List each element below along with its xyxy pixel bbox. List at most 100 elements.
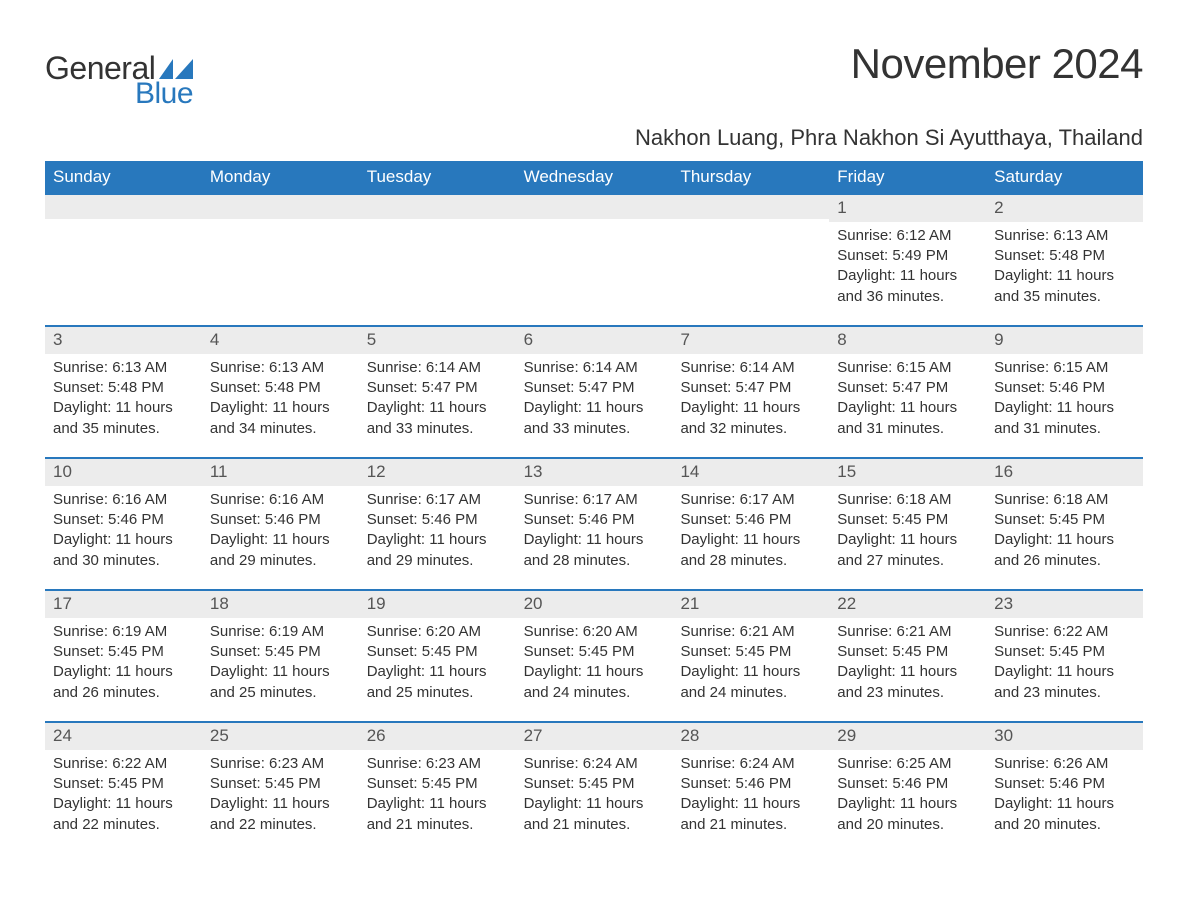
day-number: 1 [829,195,986,222]
header: General Blue November 2024 [45,40,1143,111]
sunset-line: Sunset: 5:47 PM [367,378,510,398]
day-info: Sunrise: 6:18 AMSunset: 5:45 PMDaylight:… [835,490,980,571]
sunrise-line: Sunrise: 6:21 AM [680,622,823,642]
brand-sail-icon [159,59,193,79]
sunset-line: Sunset: 5:46 PM [210,510,353,530]
sunset-line: Sunset: 5:46 PM [837,774,980,794]
day-number: 14 [672,459,829,486]
day-number: 16 [986,459,1143,486]
day-cell: 14Sunrise: 6:17 AMSunset: 5:46 PMDayligh… [672,459,829,589]
day-number [359,195,516,219]
calendar: Sunday Monday Tuesday Wednesday Thursday… [45,161,1143,853]
day-info: Sunrise: 6:25 AMSunset: 5:46 PMDaylight:… [835,754,980,835]
brand-logo: General Blue [45,40,193,111]
day-number: 10 [45,459,202,486]
sunrise-line: Sunrise: 6:25 AM [837,754,980,774]
day-cell: 27Sunrise: 6:24 AMSunset: 5:45 PMDayligh… [516,723,673,853]
brand-text-blue: Blue [135,77,193,111]
day-cell: 9 Sunrise: 6:15 AMSunset: 5:46 PMDaylight… [986,327,1143,457]
day-info: Sunrise: 6:24 AMSunset: 5:45 PMDaylight:… [522,754,667,835]
sunset-line: Sunset: 5:45 PM [210,642,353,662]
daylight-line: Daylight: 11 hours and 20 minutes. [994,794,1137,835]
day-cell: 21Sunrise: 6:21 AMSunset: 5:45 PMDayligh… [672,591,829,721]
day-cell: 2Sunrise: 6:13 AMSunset: 5:48 PMDaylight… [986,195,1143,325]
day-cell: 4Sunrise: 6:13 AMSunset: 5:48 PMDaylight… [202,327,359,457]
day-cell: 8Sunrise: 6:15 AMSunset: 5:47 PMDaylight… [829,327,986,457]
daylight-line: Daylight: 11 hours and 20 minutes. [837,794,980,835]
day-cell: 3Sunrise: 6:13 AMSunset: 5:48 PMDaylight… [45,327,202,457]
day-number: 26 [359,723,516,750]
sunrise-line: Sunrise: 6:26 AM [994,754,1137,774]
sunrise-line: Sunrise: 6:19 AM [53,622,196,642]
day-cell [516,195,673,325]
day-cell [202,195,359,325]
sunrise-line: Sunrise: 6:20 AM [524,622,667,642]
day-info: Sunrise: 6:26 AMSunset: 5:46 PMDaylight:… [992,754,1137,835]
daylight-line: Daylight: 11 hours and 29 minutes. [367,530,510,571]
daylight-line: Daylight: 11 hours and 21 minutes. [367,794,510,835]
daylight-line: Daylight: 11 hours and 28 minutes. [680,530,823,571]
sunset-line: Sunset: 5:46 PM [367,510,510,530]
day-number: 23 [986,591,1143,618]
daylight-line: Daylight: 11 hours and 35 minutes. [994,266,1137,307]
day-cell: 22 Sunrise: 6:21 AMSunset: 5:45 PMDayligh… [829,591,986,721]
daylight-line: Daylight: 11 hours and 30 minutes. [53,530,196,571]
page-title: November 2024 [851,40,1143,88]
sunrise-line: Sunrise: 6:13 AM [210,358,353,378]
sunset-line: Sunset: 5:45 PM [367,642,510,662]
daylight-line: Daylight: 11 hours and 25 minutes. [210,662,353,703]
day-info: Sunrise: 6:23 AMSunset: 5:45 PMDaylight:… [365,754,510,835]
sunrise-line: Sunrise: 6:13 AM [994,226,1137,246]
day-info: Sunrise: 6:18 AMSunset: 5:45 PMDaylight:… [992,490,1137,571]
sunrise-line: Sunrise: 6:13 AM [53,358,196,378]
sunset-line: Sunset: 5:45 PM [837,642,980,662]
dow-monday: Monday [202,161,359,193]
day-info: Sunrise: 6:15 AMSunset: 5:46 PMDaylight:… [992,358,1137,439]
daylight-line: Daylight: 11 hours and 36 minutes. [837,266,980,307]
day-info: Sunrise: 6:17 AMSunset: 5:46 PMDaylight:… [365,490,510,571]
sunset-line: Sunset: 5:45 PM [53,774,196,794]
day-number: 18 [202,591,359,618]
day-info: Sunrise: 6:22 AMSunset: 5:45 PMDaylight:… [51,754,196,835]
day-cell [359,195,516,325]
daylight-line: Daylight: 11 hours and 26 minutes. [994,530,1137,571]
sunset-line: Sunset: 5:47 PM [680,378,823,398]
week-row: 10Sunrise: 6:16 AMSunset: 5:46 PMDayligh… [45,457,1143,589]
day-number: 8 [829,327,986,354]
day-info: Sunrise: 6:16 AMSunset: 5:46 PMDaylight:… [208,490,353,571]
day-cell: 11Sunrise: 6:16 AMSunset: 5:46 PMDayligh… [202,459,359,589]
week-row: 1Sunrise: 6:12 AMSunset: 5:49 PMDaylight… [45,193,1143,325]
sunset-line: Sunset: 5:46 PM [53,510,196,530]
day-cell: 10Sunrise: 6:16 AMSunset: 5:46 PMDayligh… [45,459,202,589]
sunrise-line: Sunrise: 6:24 AM [524,754,667,774]
day-cell [45,195,202,325]
day-cell: 5 Sunrise: 6:14 AMSunset: 5:47 PMDaylight… [359,327,516,457]
sunrise-line: Sunrise: 6:22 AM [994,622,1137,642]
day-number: 22 [829,591,986,618]
daylight-line: Daylight: 11 hours and 31 minutes. [837,398,980,439]
day-number: 30 [986,723,1143,750]
day-number: 7 [672,327,829,354]
sunrise-line: Sunrise: 6:14 AM [680,358,823,378]
sunset-line: Sunset: 5:45 PM [994,642,1137,662]
sunrise-line: Sunrise: 6:24 AM [680,754,823,774]
day-info: Sunrise: 6:21 AMSunset: 5:45 PMDaylight:… [835,622,980,703]
day-info: Sunrise: 6:14 AMSunset: 5:47 PMDaylight:… [365,358,510,439]
day-info: Sunrise: 6:24 AMSunset: 5:46 PMDaylight:… [678,754,823,835]
location-text: Nakhon Luang, Phra Nakhon Si Ayutthaya, … [45,125,1143,151]
day-number [672,195,829,219]
day-cell: 6Sunrise: 6:14 AMSunset: 5:47 PMDaylight… [516,327,673,457]
day-cell: 16 Sunrise: 6:18 AMSunset: 5:45 PMDayligh… [986,459,1143,589]
day-cell: 23Sunrise: 6:22 AMSunset: 5:45 PMDayligh… [986,591,1143,721]
day-cell [672,195,829,325]
day-info: Sunrise: 6:20 AMSunset: 5:45 PMDaylight:… [522,622,667,703]
day-number: 9 [986,327,1143,354]
day-number: 3 [45,327,202,354]
title-block: November 2024 [851,40,1143,88]
dow-tuesday: Tuesday [359,161,516,193]
day-number: 5 [359,327,516,354]
dow-wednesday: Wednesday [516,161,673,193]
dow-sunday: Sunday [45,161,202,193]
daylight-line: Daylight: 11 hours and 21 minutes. [524,794,667,835]
day-number: 4 [202,327,359,354]
